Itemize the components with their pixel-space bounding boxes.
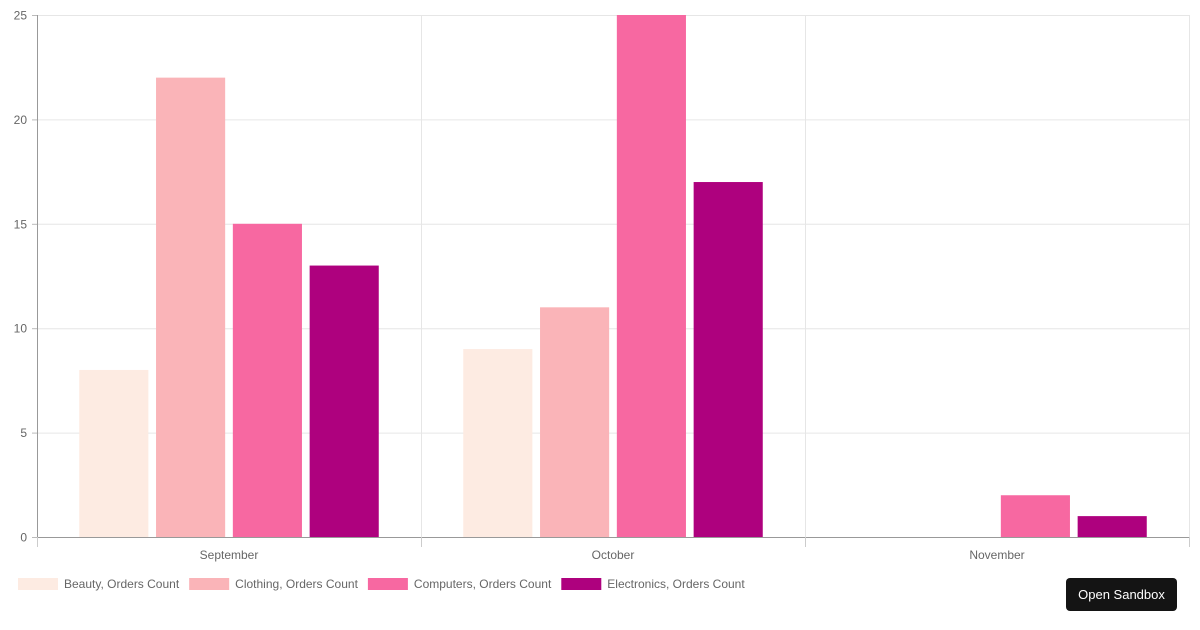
bar-november-computers[interactable] — [1000, 495, 1070, 537]
bar-october-electronics[interactable] — [693, 182, 763, 538]
legend-swatch — [18, 578, 58, 590]
y-tick-label: 0 — [20, 531, 27, 545]
x-tick-label: November — [969, 548, 1024, 562]
bar-october-clothing[interactable] — [540, 307, 610, 537]
legend-label: Electronics, Orders Count — [607, 577, 745, 591]
x-axis-ticks: September October November — [37, 537, 1190, 562]
legend-swatch — [367, 578, 408, 590]
legend-label: Beauty, Orders Count — [64, 577, 180, 591]
legend: Beauty, Orders Count Clothing, Orders Cou… — [18, 577, 745, 591]
bar-september-computers[interactable] — [232, 223, 302, 538]
legend-item[interactable]: Beauty, Orders Count — [18, 577, 180, 591]
x-tick-label: October — [592, 548, 635, 562]
y-tick-label: 5 — [20, 426, 27, 440]
open-sandbox-button[interactable]: Open Sandbox — [1066, 578, 1177, 611]
legend-item[interactable]: Electronics, Orders Count — [561, 577, 745, 591]
legend-item[interactable]: Clothing, Orders Count — [189, 577, 359, 591]
bar-october-beauty[interactable] — [463, 349, 533, 537]
y-axis-ticks: 0 5 10 15 20 25 — [14, 9, 37, 545]
axes — [37, 15, 1189, 538]
bars — [79, 15, 1147, 538]
y-tick-label: 20 — [14, 113, 28, 127]
bar-september-clothing[interactable] — [156, 77, 226, 537]
legend-item[interactable]: Computers, Orders Count — [367, 577, 552, 591]
grid-lines — [37, 15, 1190, 538]
legend-swatch — [189, 578, 230, 590]
bar-september-electronics[interactable] — [309, 265, 379, 537]
bar-september-beauty[interactable] — [79, 369, 149, 537]
y-tick-label: 25 — [14, 9, 28, 23]
legend-label: Clothing, Orders Count — [235, 577, 358, 591]
legend-label: Computers, Orders Count — [414, 577, 552, 591]
y-tick-label: 15 — [14, 217, 28, 231]
bar-november-electronics[interactable] — [1077, 516, 1147, 537]
bar-october-computers[interactable] — [616, 15, 686, 537]
x-tick-label: September — [200, 548, 259, 562]
y-tick-label: 10 — [14, 322, 28, 336]
legend-swatch — [561, 578, 602, 590]
